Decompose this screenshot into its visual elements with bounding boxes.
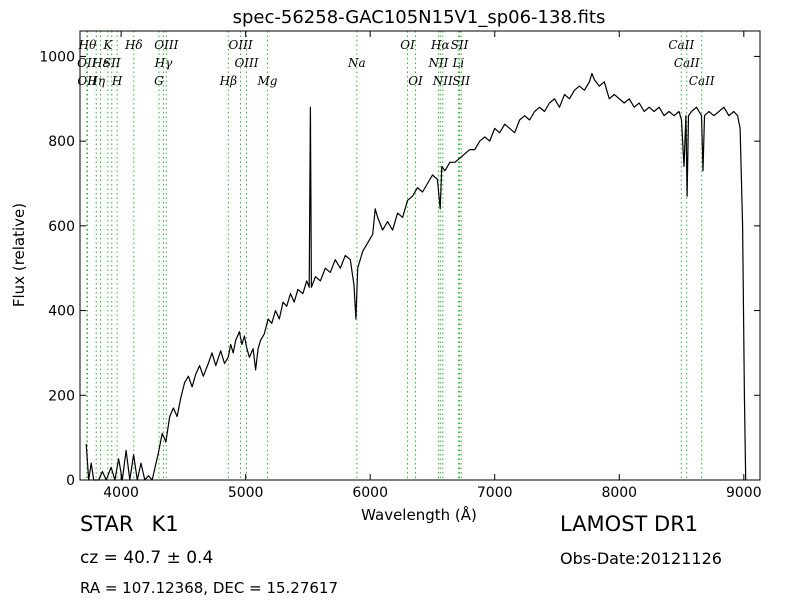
emission-line-label: CaII: [674, 56, 700, 70]
emission-line-label: SII: [451, 38, 469, 52]
chart-title: spec-56258-GAC105N15V1_sp06-138.fits: [233, 7, 606, 28]
emission-line-label: Li: [451, 56, 464, 70]
emission-line-label: NII: [427, 56, 448, 70]
emission-line-label: Hα: [430, 38, 450, 52]
emission-line-label: Hθ: [78, 38, 97, 52]
x-tick-label: 4000: [103, 485, 139, 501]
y-tick-label: 600: [48, 219, 75, 235]
observation-date: Obs-Date:20121126: [560, 549, 722, 568]
emission-line-label: SII: [452, 74, 470, 88]
emission-line-label: SII: [103, 56, 121, 70]
object-subclass: K1: [151, 512, 179, 536]
emission-line-label: OII: [77, 56, 97, 70]
y-tick-label: 400: [48, 304, 75, 320]
emission-line-label: CaII: [668, 38, 694, 52]
emission-line-label: OIII: [154, 38, 178, 52]
emission-line-label: OIII: [229, 38, 253, 52]
emission-line-label: OII: [77, 74, 97, 88]
emission-line-label: Hβ: [219, 74, 237, 88]
emission-line-label: G: [154, 74, 164, 88]
emission-line-label: Hη: [86, 74, 105, 88]
emission-line-label: Na: [347, 56, 366, 70]
x-axis-label: Wavelength (Å): [361, 505, 477, 524]
y-axis-label: Flux (relative): [10, 203, 28, 307]
emission-line-label: OIII: [234, 56, 258, 70]
emission-line-label: Hγ: [154, 56, 173, 70]
plot-frame: [79, 30, 761, 481]
x-tick-label: 8000: [601, 485, 637, 501]
redshift-text: cz = 40.7 ± 0.4: [80, 548, 214, 568]
emission-line-label: Mg: [256, 74, 277, 88]
survey-name: LAMOST DR1: [560, 512, 699, 536]
emission-line-markers: [86, 31, 703, 480]
emission-line-label: CaII: [689, 74, 715, 88]
y-tick-label: 800: [48, 134, 75, 150]
spectrum-line: [85, 72, 747, 481]
emission-line-label: Hδ: [124, 38, 143, 52]
emission-line-label: Hε: [91, 56, 109, 70]
object-class-label: STAR: [80, 512, 134, 536]
x-tick-label: 6000: [352, 485, 388, 501]
emission-line-label: K: [102, 38, 113, 52]
x-axis-ticks: 4000 5000 6000 7000 8000 9000: [103, 31, 762, 501]
y-tick-label: 0: [66, 473, 75, 489]
emission-line-label: NII: [432, 74, 453, 88]
y-tick-label: 200: [48, 388, 75, 404]
y-axis-ticks: 0 200 400 600 800 1000: [39, 49, 760, 489]
emission-line-label: OI: [400, 38, 415, 52]
object-class: STAR K1: [80, 512, 179, 536]
x-tick-label: 5000: [228, 485, 264, 501]
emission-line-label: H: [111, 74, 123, 88]
y-tick-label: 1000: [39, 49, 75, 65]
emission-line-label: OI: [408, 74, 423, 88]
x-tick-label: 9000: [726, 485, 762, 501]
coordinates-text: RA = 107.12368, DEC = 15.27617: [80, 579, 339, 597]
x-tick-label: 7000: [477, 485, 513, 501]
